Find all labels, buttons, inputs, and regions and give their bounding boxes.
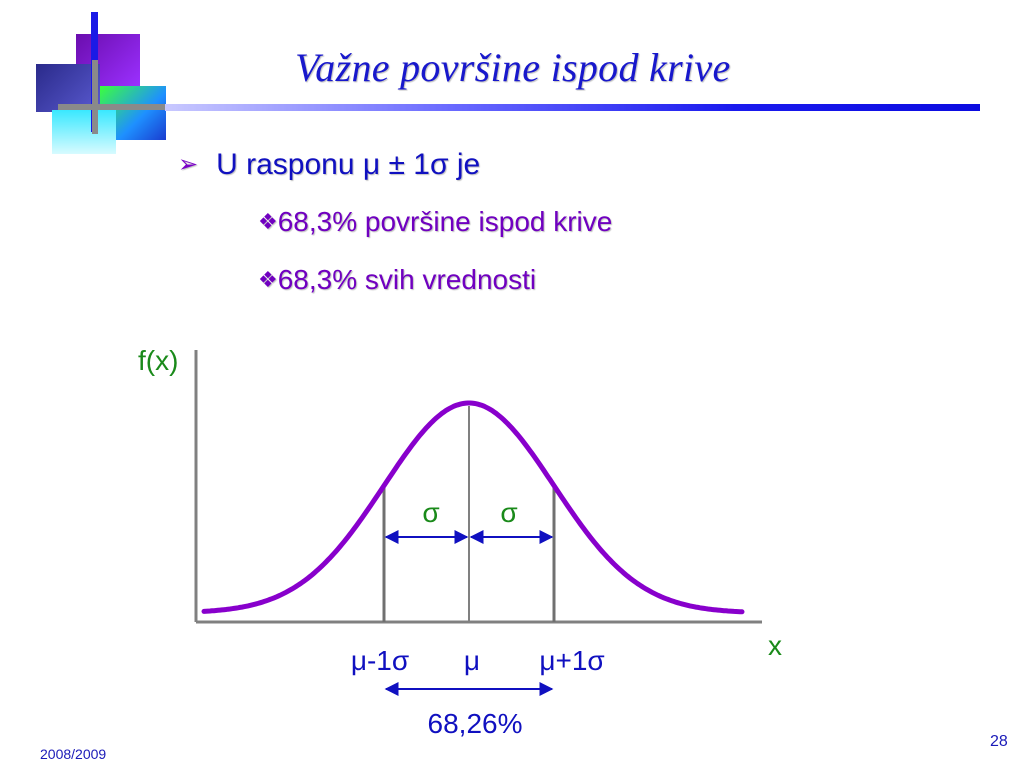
x-axis-label: x	[768, 630, 782, 661]
sigma-label-right: σ	[500, 497, 517, 528]
bullet-sub-2-text: 68,3% svih vrednosti	[277, 264, 537, 295]
arrow-bullet-icon: ➢	[178, 151, 199, 178]
logo-square-cyan	[52, 110, 116, 154]
bullet-main: ➢ U rasponu μ ± 1σ je	[178, 148, 480, 182]
footer-date: 2008/2009	[40, 746, 107, 762]
slide-title: Važne površine ispod krive	[295, 45, 731, 90]
tick-label-mu: μ	[464, 645, 480, 676]
page-number: 28	[990, 733, 1008, 750]
sigma-label-left: σ	[422, 497, 439, 528]
diamond-bullet-icon: ❖	[258, 209, 278, 234]
bullet-sub-1: ❖68,3% površine ispod krive	[258, 206, 612, 238]
y-axis-label: f(x)	[138, 345, 178, 376]
title-underline	[165, 104, 980, 111]
span-label: 68,26%	[428, 708, 523, 739]
bullet-sub-2: ❖68,3% svih vrednosti	[258, 264, 536, 296]
diamond-bullet-icon: ❖	[258, 267, 278, 292]
bell-curve	[201, 400, 745, 615]
logo-horizontal-bar-gray	[58, 104, 178, 110]
bullet-sub-1-text: 68,3% površine ispod krive	[277, 206, 613, 237]
tick-label-minus-sigma: μ-1σ	[351, 645, 409, 676]
logo-vertical-bar-gray	[92, 60, 98, 134]
tick-label-plus-sigma: μ+1σ	[539, 645, 604, 676]
bullet-main-text: U rasponu μ ± 1σ je	[216, 148, 481, 181]
